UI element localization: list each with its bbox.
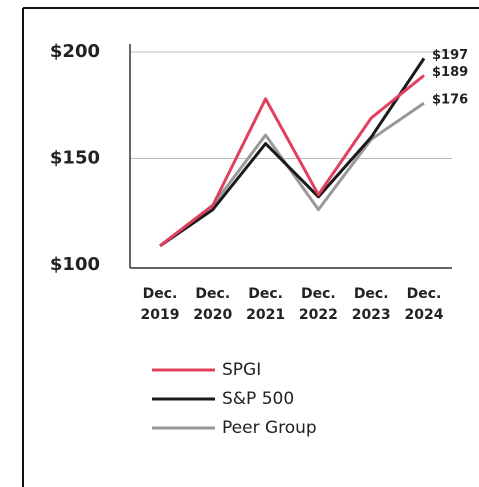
legend-label: SPGI	[222, 360, 261, 380]
x-tick-label: Dec. 2021	[246, 286, 286, 323]
x-tick-label: Dec. 2022	[298, 286, 338, 323]
x-tick-label: Dec. 2024	[404, 286, 444, 323]
legend-label: Peer Group	[222, 418, 317, 438]
value-label: $197	[432, 48, 468, 63]
series-line	[159, 74, 425, 248]
series-line	[159, 101, 425, 248]
legend-label: S&P 500	[222, 389, 294, 409]
value-label: $176	[432, 93, 468, 108]
value-label: $189	[432, 65, 468, 80]
y-tick-label: $200	[50, 41, 100, 62]
series-line	[159, 57, 426, 248]
x-tick-label: Dec. 2019	[140, 286, 180, 323]
x-tick-label: Dec. 2020	[193, 286, 233, 323]
y-tick-label: $100	[50, 254, 100, 275]
y-tick-label: $150	[50, 148, 100, 169]
x-tick-label: Dec. 2023	[351, 286, 391, 323]
